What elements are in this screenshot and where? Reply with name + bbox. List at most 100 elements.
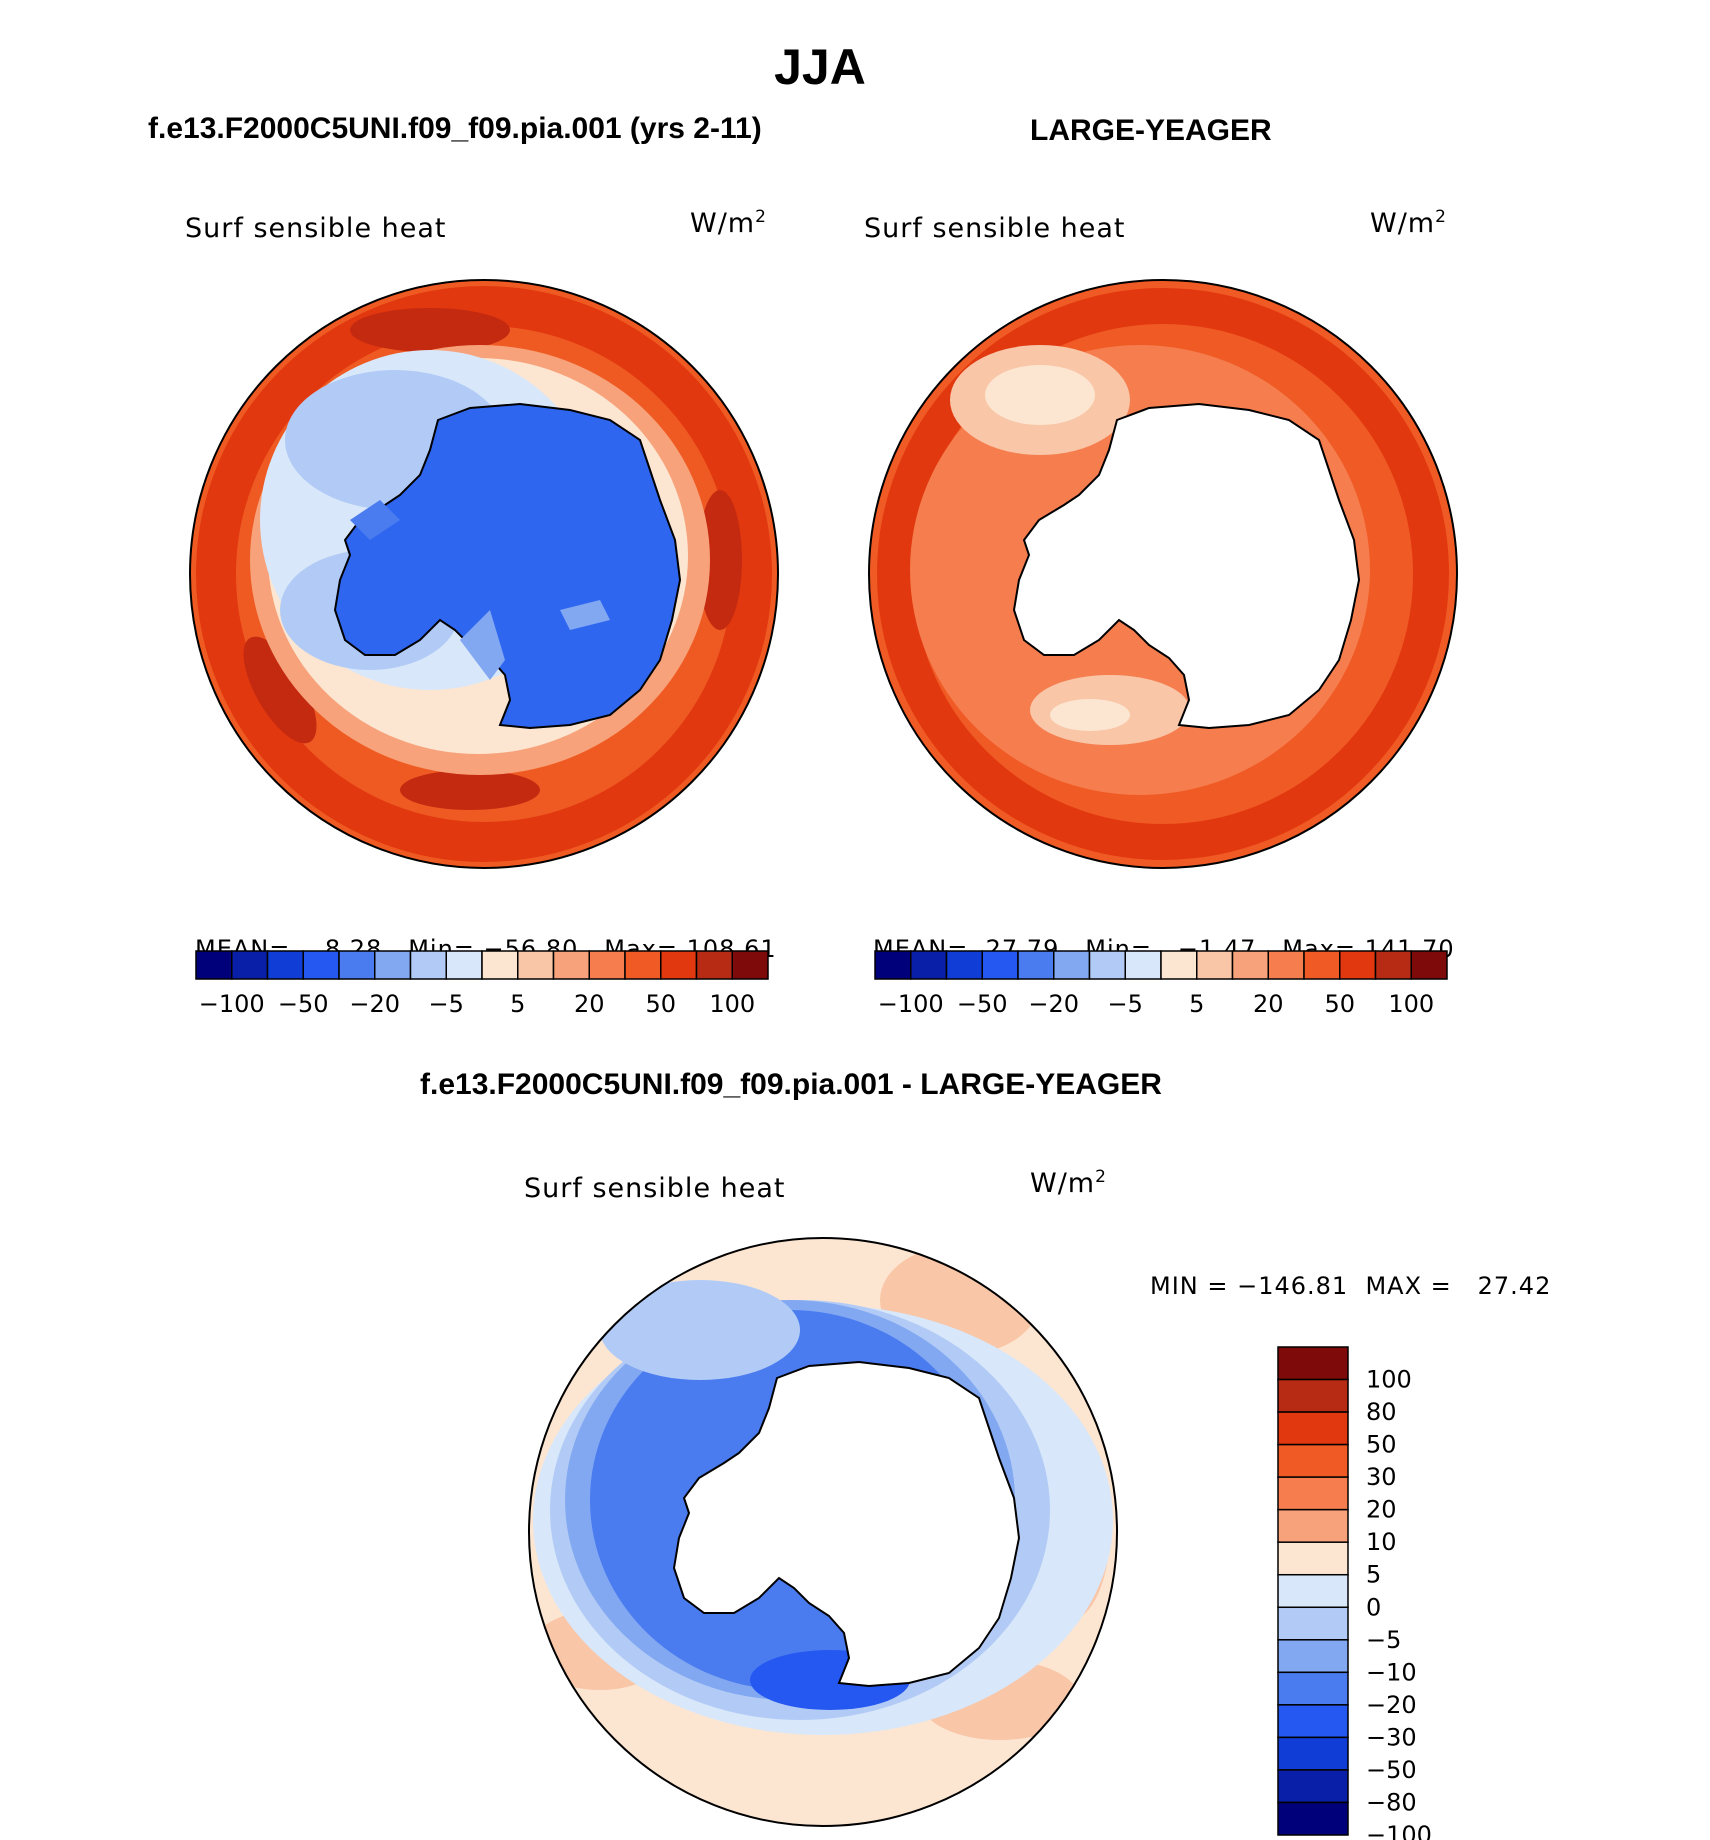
colorbar-tick-label: 0	[1366, 1593, 1381, 1621]
colorbar-tick-label: −20	[1366, 1691, 1417, 1719]
colorbar-tick-label: −5	[1366, 1626, 1401, 1654]
colorbar-swatch	[624, 950, 662, 980]
diff-variable-label: Surf sensible heat	[524, 1173, 786, 1204]
colorbar-swatch	[981, 950, 1019, 980]
colorbar-swatch	[1277, 1671, 1349, 1706]
colorbar-tick-label: −5	[429, 990, 464, 1018]
colorbar-tick-label: −100	[199, 990, 265, 1018]
colorbar-tick-label: 20	[574, 990, 605, 1018]
panel2-ring-dark	[877, 288, 1449, 860]
colorbar-swatch	[552, 950, 590, 980]
colorbar-tick-label: 50	[1366, 1431, 1397, 1459]
colorbar-tick-label: 20	[1366, 1496, 1397, 1524]
colorbar-swatch	[481, 950, 519, 980]
colorbar-tick-label: 100	[709, 990, 755, 1018]
panel1-patch	[698, 490, 742, 630]
panel2-map	[868, 279, 1458, 869]
colorbar-tick-label: −5	[1108, 990, 1143, 1018]
colorbar-swatch	[445, 950, 483, 980]
panel2-colorbar: −100 −50 −20 −5 5 20 50 100	[874, 950, 1448, 1018]
diff-minmax-text: MIN = −146.81 MAX = 27.42	[1150, 1272, 1552, 1300]
colorbar-tick-label: 50	[645, 990, 676, 1018]
colorbar-tick-label: 20	[1253, 990, 1284, 1018]
panel1-antarctica	[333, 402, 682, 730]
colorbar-tick-label: −30	[1366, 1723, 1417, 1751]
colorbar-swatch	[1277, 1801, 1349, 1836]
panel1-patch	[350, 308, 510, 352]
diff-title: f.e13.F2000C5UNI.f09_f09.pia.001 - LARGE…	[420, 1068, 1162, 1101]
colorbar-swatch	[1160, 950, 1198, 980]
panel1-colorbar: −100 −50 −20 −5 5 20 50 100	[195, 950, 769, 1018]
colorbar-swatch	[1231, 950, 1269, 980]
colorbar-tick-label: 5	[1366, 1561, 1381, 1589]
colorbar-tick-label: 80	[1366, 1398, 1397, 1426]
colorbar-tick-label: 5	[1189, 990, 1204, 1018]
panel2-units-exp: 2	[1435, 207, 1447, 227]
colorbar-tick-label: 100	[1388, 990, 1434, 1018]
colorbar-swatch	[1277, 1443, 1349, 1478]
colorbar-swatch	[910, 950, 948, 980]
colorbar-swatch	[1053, 950, 1091, 980]
panel1-land-shade	[460, 610, 505, 680]
colorbar-swatch	[588, 950, 626, 980]
figure-season-title: JJA	[774, 39, 866, 95]
panel2-title: LARGE-YEAGER	[1030, 114, 1272, 147]
colorbar-tick-label: −50	[957, 990, 1008, 1018]
panel2-variable-label: Surf sensible heat	[864, 213, 1126, 244]
diff-units: W/m	[1030, 1168, 1096, 1199]
colorbar-tick-label: 50	[1324, 990, 1355, 1018]
colorbar-tick-label: −20	[349, 990, 400, 1018]
diff-antarctica	[672, 1360, 1021, 1688]
diff-units-label: W/m2	[1030, 1167, 1107, 1199]
colorbar-swatch	[1277, 1411, 1349, 1446]
colorbar-swatch	[266, 950, 304, 980]
colorbar-swatch	[1277, 1378, 1349, 1413]
colorbar-tick-label: 30	[1366, 1463, 1397, 1491]
colorbar-tick-label: −20	[1028, 990, 1079, 1018]
colorbar-tick-label: −10	[1366, 1658, 1417, 1686]
colorbar-tick-label: 5	[510, 990, 525, 1018]
diff-map-border	[528, 1237, 1118, 1827]
panel1-map	[189, 279, 779, 869]
colorbar-swatch	[1277, 1573, 1349, 1609]
panel1-units: W/m	[690, 208, 756, 239]
colorbar-swatch	[695, 950, 733, 980]
panel1-units-label: W/m2	[690, 207, 767, 239]
panel2-cream-patch	[985, 365, 1095, 425]
panel2-units-label: W/m2	[1370, 207, 1447, 239]
diff-map	[528, 1237, 1118, 1827]
panel2-map-border	[868, 279, 1458, 869]
colorbar-swatch	[374, 950, 412, 980]
colorbar-swatch	[1017, 950, 1055, 980]
diff-units-exp: 2	[1095, 1167, 1107, 1187]
colorbar-tick-label: −50	[1366, 1756, 1417, 1784]
colorbar-tick-label: −100	[1366, 1821, 1432, 1840]
panel1-title: f.e13.F2000C5UNI.f09_f09.pia.001 (yrs 2-…	[148, 112, 762, 145]
panel1-land-shade	[560, 600, 610, 630]
colorbar-swatch	[1374, 950, 1412, 980]
colorbar-swatch	[1124, 950, 1162, 980]
colorbar-tick-label: 100	[1366, 1366, 1412, 1394]
colorbar-swatch	[517, 950, 555, 980]
panel1-ring-dark	[196, 286, 772, 862]
colorbar-tick-label: −80	[1366, 1788, 1417, 1816]
colorbar-swatch	[302, 950, 340, 980]
colorbar-swatch	[1267, 950, 1305, 980]
colorbar-swatch	[1196, 950, 1234, 980]
panel1-patch	[400, 770, 540, 810]
diff-light-patch	[600, 1280, 800, 1380]
colorbar-swatch	[338, 950, 376, 980]
colorbar-swatch	[1277, 1346, 1349, 1381]
colorbar-swatch	[731, 950, 769, 980]
panel2-cream-patch	[1050, 699, 1130, 731]
colorbar-tick-label: 10	[1366, 1528, 1397, 1556]
colorbar-swatch	[1277, 1508, 1349, 1543]
colorbar-swatch	[1277, 1736, 1349, 1771]
colorbar-tick-label: −50	[278, 990, 329, 1018]
colorbar-swatch	[874, 950, 912, 980]
colorbar-swatch	[1277, 1704, 1349, 1739]
panel1-units-exp: 2	[755, 207, 767, 227]
colorbar-swatch	[231, 950, 269, 980]
